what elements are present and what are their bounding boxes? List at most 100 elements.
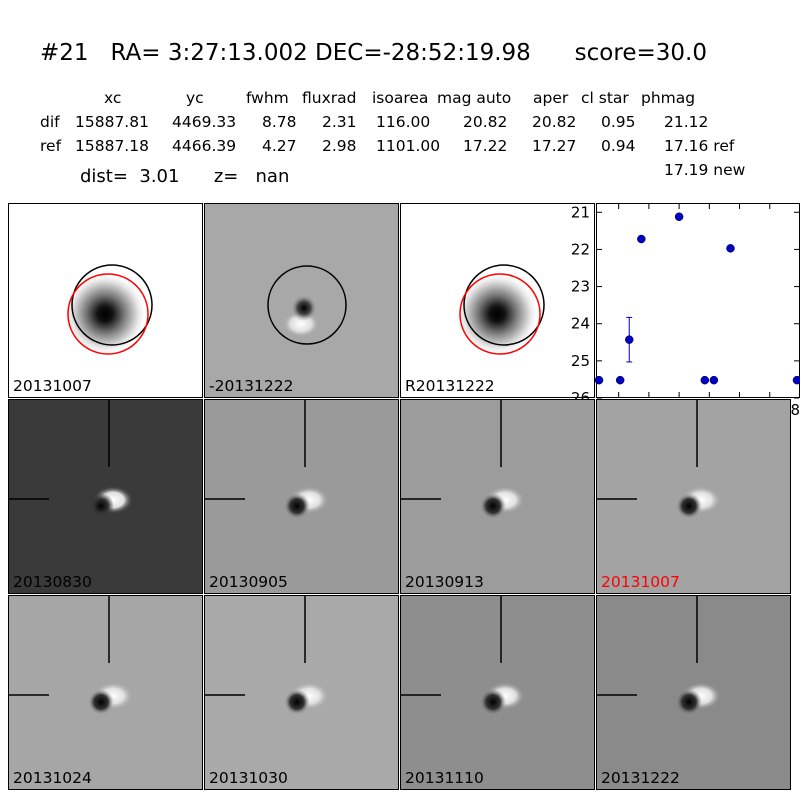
stamp-image <box>597 596 721 715</box>
column-header: mag auto <box>437 89 512 107</box>
stamp-date-label: 20130913 <box>405 573 484 591</box>
stamp-panel: 20130913 <box>400 399 595 594</box>
stamp-date-label: 20130905 <box>209 573 288 591</box>
y-tick-label: 22 <box>571 240 590 258</box>
negative-residual <box>676 689 702 715</box>
aperture-circle-black <box>71 264 153 346</box>
stamp-image <box>205 596 329 715</box>
stamp-image <box>9 596 133 715</box>
dec-coordinate: DEC=-28:52:19.98 <box>315 40 531 66</box>
data-point <box>624 335 634 344</box>
negative-residual <box>284 493 310 519</box>
stamp-image <box>401 596 525 715</box>
stats-cell: 116.00 <box>376 113 431 131</box>
row-label: dif <box>40 113 60 131</box>
stamp-date-label: 20131222 <box>601 769 680 787</box>
aperture-circle-black <box>267 265 347 345</box>
negative-residual <box>480 493 506 519</box>
stamp-date-label: 20130830 <box>13 573 92 591</box>
data-point <box>594 375 604 385</box>
stats-cell: 4.27 <box>262 137 297 155</box>
data-point <box>726 244 735 253</box>
stats-cell: 15887.81 <box>75 113 149 131</box>
plot-frame <box>596 203 800 398</box>
column-header: cl star <box>581 89 629 107</box>
stats-cell: 0.95 <box>601 113 636 131</box>
stamp-image <box>9 400 133 519</box>
stamp-image <box>205 400 329 519</box>
stats-cell: 17.27 <box>532 137 577 155</box>
stats-cell: 4466.39 <box>172 137 237 155</box>
stats-cell: 2.31 <box>322 113 357 131</box>
column-header: isoarea <box>372 89 429 107</box>
stamp-panel: 20131007 <box>596 399 791 594</box>
stats-cell: 0.94 <box>601 137 636 155</box>
stamp-date-label: 20131030 <box>209 769 288 787</box>
star-blob <box>455 272 539 356</box>
panel-label: 20131007 <box>13 377 92 395</box>
column-header: xc <box>104 89 122 107</box>
new-reference-image-panel: R20131222 <box>400 203 595 398</box>
negative-residual <box>676 493 702 519</box>
stamp-panel: 20131222 <box>596 595 791 790</box>
data-point <box>792 375 800 385</box>
column-header: yc <box>186 89 204 107</box>
y-tick-label: 21 <box>571 203 590 221</box>
stamp-image <box>401 400 525 519</box>
column-header: aper <box>533 89 569 107</box>
dist-value: dist= 3.01 <box>80 166 180 187</box>
negative-residual <box>291 295 317 321</box>
reference-image <box>63 264 153 356</box>
aperture-circle-red <box>459 273 541 355</box>
stamp-panel: 20130830 <box>8 399 203 594</box>
stats-cell: 15887.18 <box>75 137 149 155</box>
stamp-panel: 20131024 <box>8 595 203 790</box>
stats-cell: 4469.33 <box>172 113 237 131</box>
object-id: #21 <box>40 40 89 66</box>
ra-coordinate: RA= 3:27:13.002 <box>110 40 308 66</box>
column-header: fluxrad <box>302 89 357 107</box>
data-point <box>709 375 719 385</box>
negative-residual <box>88 689 114 715</box>
score-value: score=30.0 <box>574 40 707 66</box>
aperture-circle-black <box>463 264 545 346</box>
stamp-date-label: 20131024 <box>13 769 92 787</box>
data-point <box>674 212 684 221</box>
stats-cell: 21.12 <box>664 113 709 131</box>
difference-image <box>267 265 347 345</box>
dist-line: dist= 3.01 z= nan <box>80 166 289 187</box>
stats-cell: 17.16 ref <box>664 137 735 155</box>
stats-cell: 20.82 <box>532 113 577 131</box>
stamp-date-label: 20131110 <box>405 769 484 787</box>
reference-image-panel: 20131007 <box>8 203 203 398</box>
x-tick-label: 80 <box>790 401 800 419</box>
y-tick-label: 24 <box>571 315 590 333</box>
negative-residual <box>284 689 310 715</box>
y-tick-label: 23 <box>571 278 590 296</box>
stamp-date-label: 20131007 <box>601 573 680 591</box>
z-value: z= nan <box>213 166 290 187</box>
column-header: fwhm <box>246 89 289 107</box>
stats-cell: 1101.00 <box>376 137 441 155</box>
stats-cell: 17.19 new <box>664 161 746 179</box>
stamp-panel: 20131030 <box>204 595 399 790</box>
panel-label: R20131222 <box>405 377 495 395</box>
stats-cell: 8.78 <box>262 113 297 131</box>
stats-cell: 17.22 <box>463 137 508 155</box>
difference-image-panel: -20131222 <box>204 203 399 398</box>
negative-residual <box>480 689 506 715</box>
stamp-panel: 20130905 <box>204 399 399 594</box>
new-reference-image <box>455 264 545 356</box>
data-point <box>637 234 646 244</box>
data-point <box>615 375 625 385</box>
negative-residual <box>88 493 114 519</box>
header-title: #21 RA= 3:27:13.002 DEC=-28:52:19.98 sco… <box>40 40 707 66</box>
stats-cell: 20.82 <box>463 113 508 131</box>
y-tick-label: 25 <box>571 352 590 370</box>
stats-cell: 2.98 <box>322 137 357 155</box>
data-point <box>700 375 710 385</box>
aperture-circle-red <box>67 273 149 355</box>
panel-label: -20131222 <box>209 377 294 395</box>
